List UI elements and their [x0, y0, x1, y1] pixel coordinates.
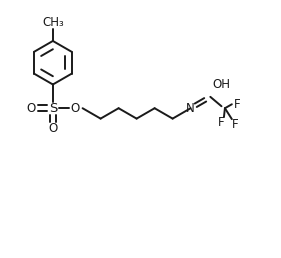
Text: O: O	[26, 102, 36, 115]
Text: S: S	[49, 102, 57, 115]
Text: N: N	[186, 102, 195, 115]
Text: F: F	[232, 118, 238, 131]
Text: CH₃: CH₃	[42, 16, 64, 29]
Text: O: O	[70, 102, 79, 115]
Text: O: O	[48, 123, 58, 135]
Text: F: F	[218, 116, 224, 128]
Text: F: F	[234, 98, 240, 111]
Text: OH: OH	[213, 78, 231, 91]
